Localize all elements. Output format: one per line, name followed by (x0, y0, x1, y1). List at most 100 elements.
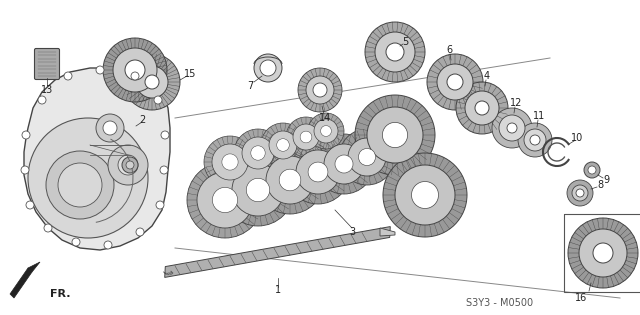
Circle shape (475, 101, 489, 115)
Circle shape (308, 162, 328, 182)
Circle shape (21, 166, 29, 174)
Circle shape (222, 154, 238, 170)
Text: 3: 3 (349, 227, 355, 237)
Circle shape (125, 60, 145, 80)
Circle shape (256, 146, 324, 214)
Circle shape (447, 74, 463, 90)
Circle shape (103, 121, 117, 135)
Circle shape (308, 113, 344, 149)
Circle shape (518, 123, 552, 157)
Circle shape (593, 243, 613, 263)
Circle shape (492, 108, 532, 148)
Circle shape (395, 165, 455, 225)
Circle shape (572, 185, 588, 201)
Polygon shape (380, 228, 395, 236)
Circle shape (242, 137, 274, 169)
Text: 2: 2 (139, 115, 145, 125)
Circle shape (103, 38, 167, 102)
Circle shape (38, 96, 46, 104)
Text: FR.: FR. (50, 289, 70, 299)
Circle shape (427, 54, 483, 110)
Circle shape (437, 64, 473, 100)
Circle shape (118, 155, 138, 175)
Circle shape (386, 43, 404, 61)
Circle shape (567, 180, 593, 206)
Circle shape (296, 150, 340, 194)
Text: 16: 16 (575, 293, 587, 303)
Circle shape (375, 32, 415, 72)
Circle shape (96, 114, 124, 142)
Circle shape (355, 95, 435, 175)
Circle shape (383, 123, 408, 148)
Text: 1: 1 (275, 285, 281, 295)
Circle shape (507, 123, 517, 133)
Text: 8: 8 (597, 180, 603, 190)
Circle shape (298, 68, 342, 112)
Circle shape (64, 72, 72, 80)
Circle shape (160, 166, 168, 174)
Circle shape (266, 156, 314, 204)
Circle shape (212, 187, 237, 213)
Polygon shape (164, 226, 390, 278)
Circle shape (126, 161, 134, 169)
Circle shape (324, 144, 364, 184)
Circle shape (246, 178, 269, 202)
Circle shape (58, 163, 102, 207)
Circle shape (339, 129, 395, 185)
Circle shape (286, 140, 350, 204)
Circle shape (28, 118, 148, 238)
Circle shape (96, 66, 104, 74)
Circle shape (187, 162, 263, 238)
Circle shape (314, 119, 338, 143)
Text: 13: 13 (41, 85, 53, 95)
Text: 7: 7 (247, 81, 253, 91)
Circle shape (524, 129, 546, 151)
Circle shape (293, 124, 319, 150)
Circle shape (358, 148, 376, 166)
Circle shape (232, 164, 284, 216)
Circle shape (306, 76, 334, 104)
Text: 6: 6 (446, 45, 452, 55)
Circle shape (367, 107, 423, 163)
Circle shape (365, 22, 425, 82)
Text: 14: 14 (319, 113, 331, 123)
Text: 4: 4 (484, 71, 490, 81)
Circle shape (313, 83, 327, 97)
Circle shape (279, 169, 301, 191)
Circle shape (261, 123, 305, 167)
Text: 11: 11 (533, 111, 545, 121)
Circle shape (46, 151, 114, 219)
Circle shape (465, 91, 499, 125)
Circle shape (72, 238, 80, 246)
Circle shape (588, 166, 596, 174)
Circle shape (348, 138, 386, 176)
Circle shape (568, 218, 638, 288)
Circle shape (579, 229, 627, 277)
Circle shape (383, 153, 467, 237)
Circle shape (161, 131, 169, 139)
Circle shape (204, 136, 256, 188)
Circle shape (321, 126, 332, 136)
Circle shape (584, 162, 600, 178)
Circle shape (136, 66, 168, 98)
Circle shape (212, 144, 248, 180)
Circle shape (124, 54, 180, 110)
Circle shape (530, 135, 540, 145)
Bar (564, 214, 640, 292)
Text: 9: 9 (603, 175, 609, 185)
Circle shape (44, 224, 52, 232)
Circle shape (286, 117, 326, 157)
Circle shape (314, 134, 374, 194)
Circle shape (576, 189, 584, 197)
Text: 15: 15 (184, 69, 196, 79)
Circle shape (104, 241, 112, 249)
FancyBboxPatch shape (35, 49, 60, 79)
Circle shape (499, 115, 525, 141)
Circle shape (222, 154, 294, 226)
Circle shape (131, 72, 139, 80)
Circle shape (136, 228, 144, 236)
Circle shape (234, 129, 282, 177)
Polygon shape (28, 262, 40, 272)
Circle shape (412, 181, 438, 209)
Circle shape (156, 201, 164, 209)
